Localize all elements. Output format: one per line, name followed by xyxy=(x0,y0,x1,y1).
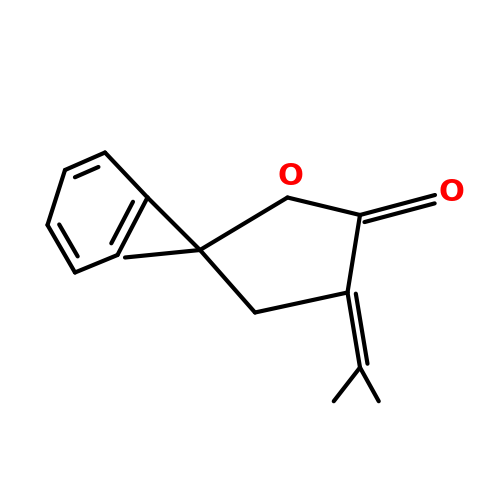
Text: O: O xyxy=(438,178,464,207)
Text: O: O xyxy=(277,162,303,191)
